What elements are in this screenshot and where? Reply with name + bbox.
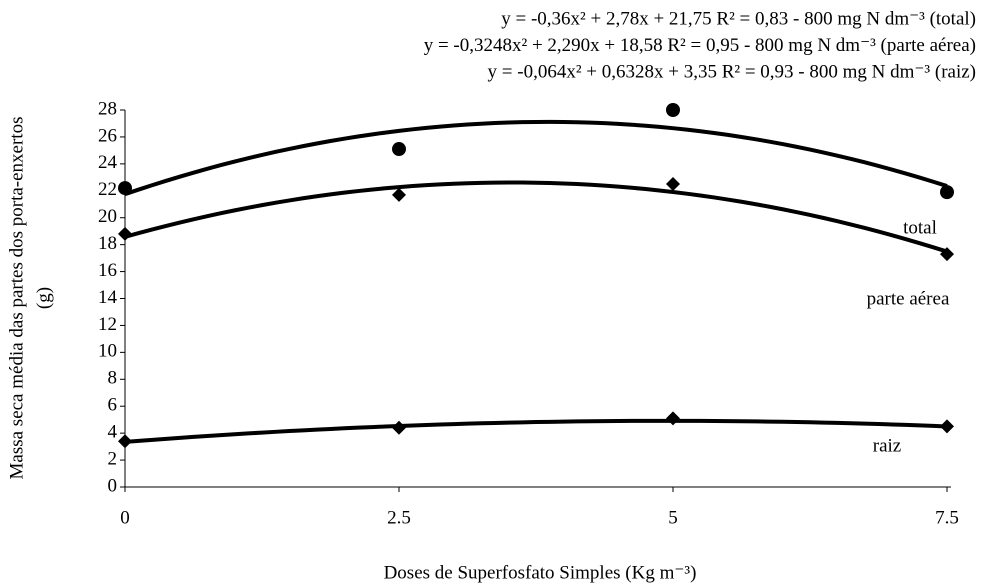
data-point (940, 419, 954, 434)
data-point (118, 434, 132, 449)
y-tick-label: 12 (98, 314, 117, 335)
fit-curve (124, 119, 948, 197)
data-point (666, 177, 680, 192)
data-point (392, 420, 406, 435)
x-tick-label: 7.5 (935, 507, 959, 528)
y-tick-label: 20 (98, 206, 117, 227)
equation: y = -0,064x² + 0,6328x + 3,35 R² = 0,93 … (488, 61, 976, 82)
data-point (392, 187, 406, 202)
y-tick-label: 14 (98, 287, 118, 308)
y-tick-label: 6 (108, 395, 118, 416)
equation: y = -0,3248x² + 2,290x + 18,58 R² = 0,95… (424, 35, 976, 56)
data-point (392, 142, 406, 157)
y-tick-label: 2 (108, 448, 118, 469)
y-axis-label: (g) (33, 287, 54, 309)
data-point (118, 181, 132, 196)
y-tick-label: 4 (108, 422, 118, 443)
y-tick-label: 10 (98, 341, 117, 362)
y-tick-label: 24 (98, 152, 118, 173)
y-tick-label: 0 (108, 475, 118, 496)
fit-curve (124, 418, 948, 444)
y-tick-label: 26 (98, 125, 117, 146)
y-tick-label: 22 (98, 179, 117, 200)
x-tick-label: 2.5 (387, 507, 411, 528)
series-label: parte aérea (867, 288, 950, 309)
data-point (940, 185, 954, 200)
x-axis-label: Doses de Superfosfato Simples (Kg m⁻³) (384, 562, 697, 583)
y-tick-label: 18 (98, 233, 117, 254)
data-point (666, 103, 680, 117)
y-tick-label: 28 (98, 98, 117, 119)
x-tick-label: 0 (120, 507, 130, 528)
equation: y = -0,36x² + 2,78x + 21,75 R² = 0,83 - … (501, 8, 976, 29)
y-tick-label: 16 (98, 260, 117, 281)
x-tick-label: 5 (668, 507, 678, 528)
fit-curve (124, 180, 948, 254)
y-tick-label: 8 (108, 368, 118, 389)
data-point (666, 411, 680, 426)
data-point (118, 226, 132, 241)
data-point (940, 247, 954, 262)
series-label: raiz (873, 435, 901, 456)
series-label: total (903, 217, 937, 238)
y-axis-label: Massa seca média das partes dos porta-en… (6, 117, 27, 480)
